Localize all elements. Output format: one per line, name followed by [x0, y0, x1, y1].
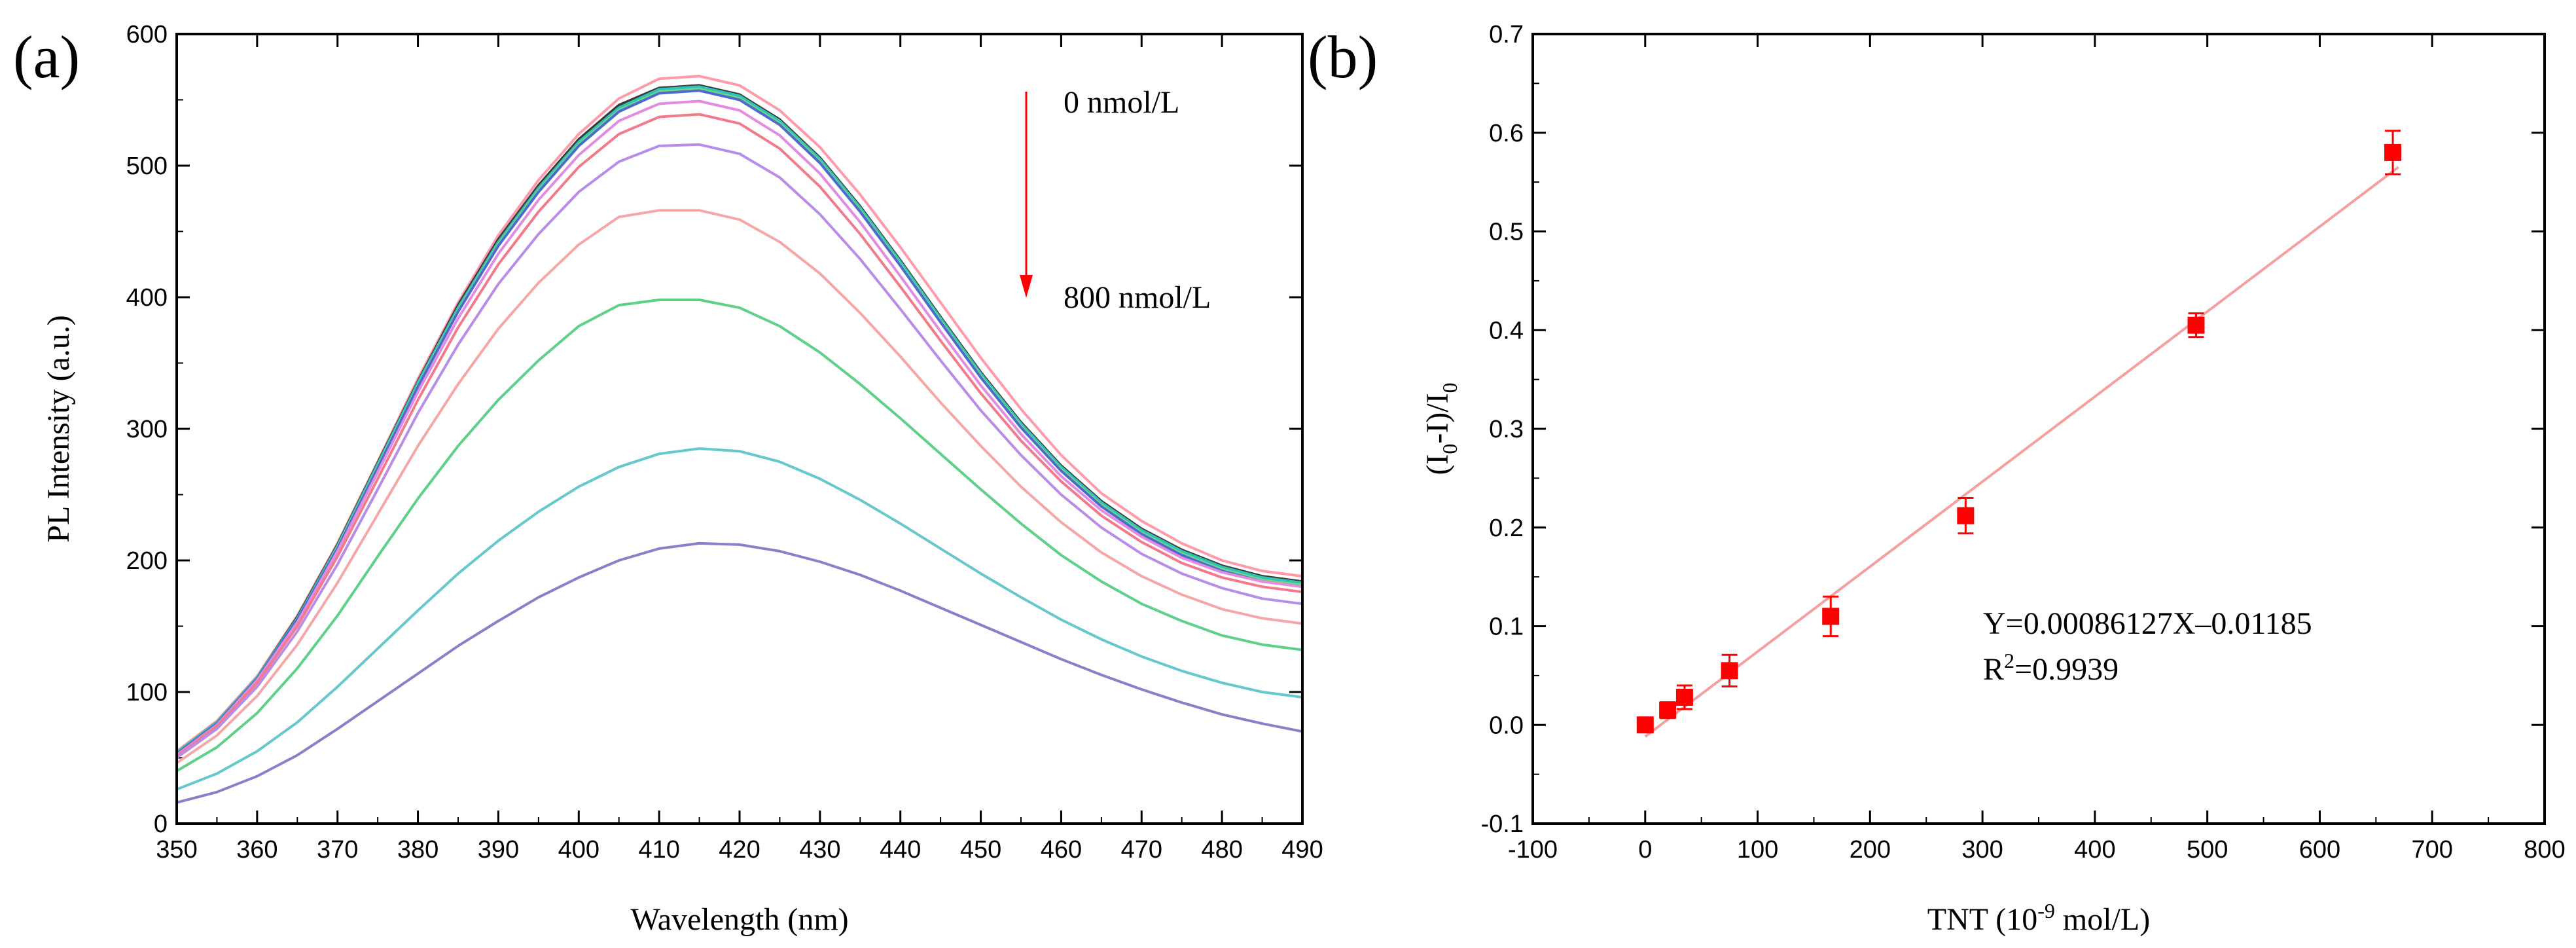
panel-a-x-tick-label: 380	[397, 836, 438, 864]
panel-b-x-axis-label-sup: -9	[2037, 899, 2055, 922]
panel-a-curves	[175, 75, 1303, 804]
panel-b-x-tick-label: 200	[1850, 836, 1891, 864]
panel-a-x-tick-label: 450	[960, 836, 1001, 864]
spectrum-curve	[176, 447, 1303, 791]
fit-equation-label: Y=0.00086127X–0.01185	[1983, 606, 2312, 641]
panel-a-label: (a)	[13, 24, 80, 90]
panel-b-x-tick-label: 500	[2187, 836, 2228, 864]
panel-a-x-tick-label: 460	[1041, 836, 1082, 864]
spectrum-curve	[175, 209, 1303, 765]
panel-a-y-tick-label: 500	[126, 153, 168, 180]
linear-fit-line	[1644, 166, 2399, 738]
r-squared-value: =0.9939	[2014, 652, 2119, 687]
panel-b-x-tick-label: 300	[1961, 836, 2003, 864]
panel-a-x-tick-label: 490	[1281, 836, 1323, 864]
panel-a-x-tick-label: 420	[719, 836, 760, 864]
concentration-arrow-head	[1020, 275, 1033, 298]
panel-b-chart: -100 0 100 200 300 400 500 600 700 800-0.10.00.10…	[1420, 21, 2566, 937]
panel-a-chart: 350 360 370 380 390 400 410 420 430 440 450 460 470 4…	[41, 21, 1323, 937]
panel-b-y-tick-label: 0.1	[1489, 613, 1524, 641]
data-point-marker	[1822, 608, 1840, 625]
spectrum-curve	[175, 143, 1303, 759]
panel-a-x-tick-label: 360	[236, 836, 277, 864]
r-squared-prefix: R	[1983, 652, 2004, 687]
panel-b-x-axis-label: TNT (10-9 mol/L)	[1927, 899, 2150, 937]
end-concentration-label: 800 nmol/L	[1064, 280, 1211, 315]
data-point-marker	[2187, 316, 2205, 334]
data-point-marker	[1721, 662, 1738, 680]
panel-a-y-tick-label: 200	[126, 547, 168, 575]
panel-b-y-tick-label: 0.5	[1489, 219, 1524, 246]
panel-b-label: (b)	[1308, 24, 1378, 90]
panel-b-x-tick-label: 800	[2524, 836, 2565, 864]
panel-b-x-tick-label: -100	[1508, 836, 1558, 864]
start-concentration-label: 0 nmol/L	[1064, 85, 1179, 120]
panel-a-x-tick-label: 350	[156, 836, 197, 864]
panel-b-points	[1636, 130, 2402, 734]
panel-a-x-tick-label: 440	[880, 836, 921, 864]
panel-b-y-tick-label: 0.7	[1489, 21, 1524, 48]
panel-b-y-tick-label: 0.4	[1489, 317, 1524, 344]
panel-b-y-tick-label: 0.2	[1489, 515, 1524, 542]
panel-b-y-tick-label: 0.0	[1489, 712, 1524, 739]
panel-a-x-axis-label: Wavelength (nm)	[630, 902, 848, 937]
panel-a-y-tick-label: 300	[126, 416, 168, 443]
panel-a-y-tick-label: 100	[126, 679, 168, 706]
panel-b-y-axis-label-p2: -I)/I	[1420, 393, 1455, 443]
panel-b-ticks: -100 0 100 200 300 400 500 600 700 800 -0.1 0.0 0.1 0…	[1481, 21, 2566, 864]
panel-b-y-tick-label: -0.1	[1481, 811, 1524, 838]
panel-a-x-tick-label: 370	[317, 836, 358, 864]
spectrum-curve	[175, 89, 1303, 756]
spectrum-curve	[175, 299, 1303, 773]
panel-b-x-axis-label-main: TNT (10	[1927, 902, 2037, 937]
panel-b-x-tick-label: 600	[2299, 836, 2340, 864]
data-point-marker	[1659, 701, 1677, 719]
spectrum-curve	[175, 113, 1303, 758]
panel-a-x-tick-label: 400	[558, 836, 599, 864]
data-point-marker	[1675, 689, 1693, 706]
data-point-marker	[1636, 716, 1654, 734]
panel-b-y-axis-label: (I0-I)/I0	[1420, 382, 1461, 475]
panel-b-y-axis-label-sub1: 0	[1438, 444, 1461, 454]
panel-a-plot-frame	[175, 33, 1304, 825]
panel-b-y-tick-label: 0.3	[1489, 416, 1524, 443]
panel-b-x-tick-label: 400	[2074, 836, 2115, 864]
panel-a-y-tick-label: 600	[126, 21, 168, 48]
spectrum-curve	[176, 541, 1303, 804]
spectrum-curve	[175, 100, 1303, 757]
panel-b-x-tick-label: 100	[1737, 836, 1778, 864]
panel-a-x-tick-label: 410	[638, 836, 679, 864]
panel-b-x-axis-label-tail: mol/L)	[2055, 902, 2150, 937]
panel-b-y-axis-label-sub2: 0	[1438, 382, 1461, 393]
panel-a-y-axis-label: PL Intensity (a.u.)	[41, 315, 76, 542]
panel-a-x-tick-label: 390	[478, 836, 519, 864]
spectrum-curve	[175, 75, 1303, 753]
panel-a-x-tick-label: 430	[799, 836, 840, 864]
r-squared-label: R2=0.9939	[1983, 649, 2119, 687]
panel-a-ticks: 350 360 370 380 390 400 410 420 430 440 450 460 470 4…	[126, 21, 1323, 864]
r-squared-superscript: 2	[2004, 649, 2014, 672]
panel-b-plot-frame	[1531, 33, 2546, 825]
panel-a-y-tick-label: 0	[154, 811, 168, 838]
panel-a-y-tick-label: 400	[126, 284, 168, 312]
panel-a-x-tick-label: 470	[1121, 836, 1162, 864]
data-point-marker	[1957, 507, 1975, 524]
panel-b-y-axis-label-p1: (I	[1420, 454, 1455, 475]
data-point-marker	[2384, 143, 2402, 161]
panel-a-x-tick-label: 480	[1201, 836, 1242, 864]
panel-b-y-tick-label: 0.6	[1489, 120, 1524, 147]
panel-b-x-tick-label: 700	[2412, 836, 2453, 864]
panel-b-x-tick-label: 0	[1638, 836, 1652, 864]
